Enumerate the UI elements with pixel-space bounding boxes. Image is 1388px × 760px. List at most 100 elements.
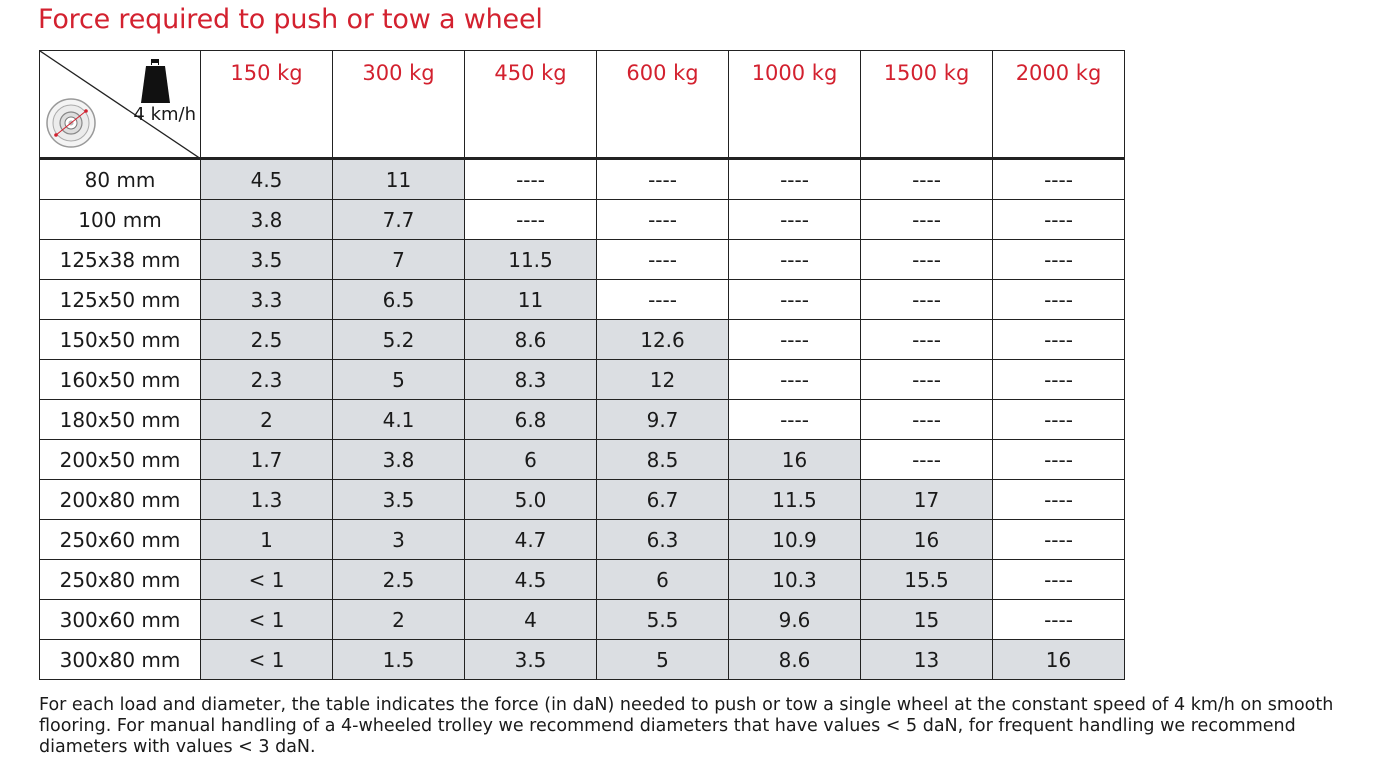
force-cell: ---- <box>992 319 1125 360</box>
column-header: 2000 kg <box>992 50 1125 159</box>
force-cell: ---- <box>992 519 1125 560</box>
force-cell: ---- <box>860 359 993 400</box>
row-label: 300x60 mm <box>39 599 201 640</box>
force-cell: 7 <box>332 239 465 280</box>
force-cell: 1 <box>200 519 333 560</box>
table-row: 250x80 mm < 1 2.5 4.5 6 10.3 15.5 ---- <box>39 559 1125 600</box>
force-cell: ---- <box>992 439 1125 480</box>
table-row: 160x50 mm 2.3 5 8.3 12 ---- ---- ---- <box>39 359 1125 400</box>
row-label: 125x38 mm <box>39 239 201 280</box>
force-cell: ---- <box>728 359 861 400</box>
force-cell: 16 <box>728 439 861 480</box>
row-label: 160x50 mm <box>39 359 201 400</box>
row-label: 125x50 mm <box>39 279 201 320</box>
force-cell: 8.6 <box>728 639 861 680</box>
row-label: 200x80 mm <box>39 479 201 520</box>
table-row: 200x50 mm 1.7 3.8 6 8.5 16 ---- ---- <box>39 439 1125 480</box>
force-cell: ---- <box>596 239 729 280</box>
force-cell: ---- <box>992 559 1125 600</box>
force-cell: 2.5 <box>332 559 465 600</box>
row-label: 200x50 mm <box>39 439 201 480</box>
force-cell: 5 <box>332 359 465 400</box>
table-row: 180x50 mm 2 4.1 6.8 9.7 ---- ---- ---- <box>39 399 1125 440</box>
force-cell: ---- <box>596 158 729 200</box>
table-row: 250x60 mm 1 3 4.7 6.3 10.9 16 ---- <box>39 519 1125 560</box>
force-cell: 3.3 <box>200 279 333 320</box>
force-cell: 17 <box>860 479 993 520</box>
row-label: 250x80 mm <box>39 559 201 600</box>
force-cell: 8.5 <box>596 439 729 480</box>
force-cell: 10.9 <box>728 519 861 560</box>
table-row: 300x60 mm < 1 2 4 5.5 9.6 15 ---- <box>39 599 1125 640</box>
force-cell: 11 <box>332 158 465 200</box>
force-cell: < 1 <box>200 559 333 600</box>
force-cell: 2.3 <box>200 359 333 400</box>
row-label: 150x50 mm <box>39 319 201 360</box>
force-cell: 6.5 <box>332 279 465 320</box>
force-cell: ---- <box>992 399 1125 440</box>
force-cell: ---- <box>860 319 993 360</box>
force-cell: ---- <box>992 359 1125 400</box>
force-cell: 10.3 <box>728 559 861 600</box>
force-cell: 2.5 <box>200 319 333 360</box>
force-cell: 2 <box>200 399 333 440</box>
force-cell: 15.5 <box>860 559 993 600</box>
force-cell: 11.5 <box>464 239 597 280</box>
force-cell: 5 <box>596 639 729 680</box>
corner-cell: 4 km/h <box>39 50 201 159</box>
force-cell: ---- <box>728 279 861 320</box>
force-cell: 16 <box>860 519 993 560</box>
force-cell: ---- <box>728 239 861 280</box>
force-cell: 3.5 <box>464 639 597 680</box>
weight-icon <box>141 59 170 103</box>
force-cell: 7.7 <box>332 199 465 240</box>
column-header: 300 kg <box>332 50 465 159</box>
force-cell: ---- <box>992 239 1125 280</box>
force-cell: 1.5 <box>332 639 465 680</box>
force-cell: ---- <box>728 199 861 240</box>
force-cell: 3.5 <box>200 239 333 280</box>
force-cell: 6.3 <box>596 519 729 560</box>
force-cell: 3.8 <box>200 199 333 240</box>
table-row: 200x80 mm 1.3 3.5 5.0 6.7 11.5 17 ---- <box>39 479 1125 520</box>
force-cell: ---- <box>992 599 1125 640</box>
force-cell: 5.5 <box>596 599 729 640</box>
force-cell: 5.0 <box>464 479 597 520</box>
force-cell: ---- <box>992 199 1125 240</box>
row-label: 250x60 mm <box>39 519 201 560</box>
force-cell: 9.7 <box>596 399 729 440</box>
force-cell: 3.8 <box>332 439 465 480</box>
table-row: 150x50 mm 2.5 5.2 8.6 12.6 ---- ---- ---- <box>39 319 1125 360</box>
table-row: 125x38 mm 3.5 7 11.5 ---- ---- ---- ---- <box>39 239 1125 280</box>
force-cell: 12 <box>596 359 729 400</box>
column-header: 450 kg <box>464 50 597 159</box>
footnote: For each load and diameter, the table in… <box>39 695 1334 757</box>
force-cell: 3 <box>332 519 465 560</box>
force-cell: 4.5 <box>464 559 597 600</box>
force-cell: 4.7 <box>464 519 597 560</box>
page-title: Force required to push or tow a wheel <box>38 4 543 35</box>
force-cell: 4.5 <box>200 158 333 200</box>
force-cell: ---- <box>464 158 597 200</box>
force-cell: 8.3 <box>464 359 597 400</box>
force-cell: 1.3 <box>200 479 333 520</box>
force-cell: 4.1 <box>332 399 465 440</box>
force-cell: < 1 <box>200 639 333 680</box>
force-cell: < 1 <box>200 599 333 640</box>
table-row: 300x80 mm < 1 1.5 3.5 5 8.6 13 16 <box>39 639 1125 680</box>
force-cell: ---- <box>860 199 993 240</box>
force-cell: ---- <box>860 158 993 200</box>
header-row: 4 km/h 150 kg 300 kg 450 kg 600 kg 1000 … <box>39 50 1125 159</box>
force-cell: 15 <box>860 599 993 640</box>
force-cell: ---- <box>992 479 1125 520</box>
force-cell: 1.7 <box>200 439 333 480</box>
row-label: 300x80 mm <box>39 639 201 680</box>
diagonal-divider <box>40 51 200 158</box>
force-cell: 3.5 <box>332 479 465 520</box>
force-cell: ---- <box>992 279 1125 320</box>
force-cell: 6.8 <box>464 399 597 440</box>
force-cell: 16 <box>992 639 1125 680</box>
corner-diagram <box>40 51 200 158</box>
force-cell: 12.6 <box>596 319 729 360</box>
force-cell: 6 <box>464 439 597 480</box>
